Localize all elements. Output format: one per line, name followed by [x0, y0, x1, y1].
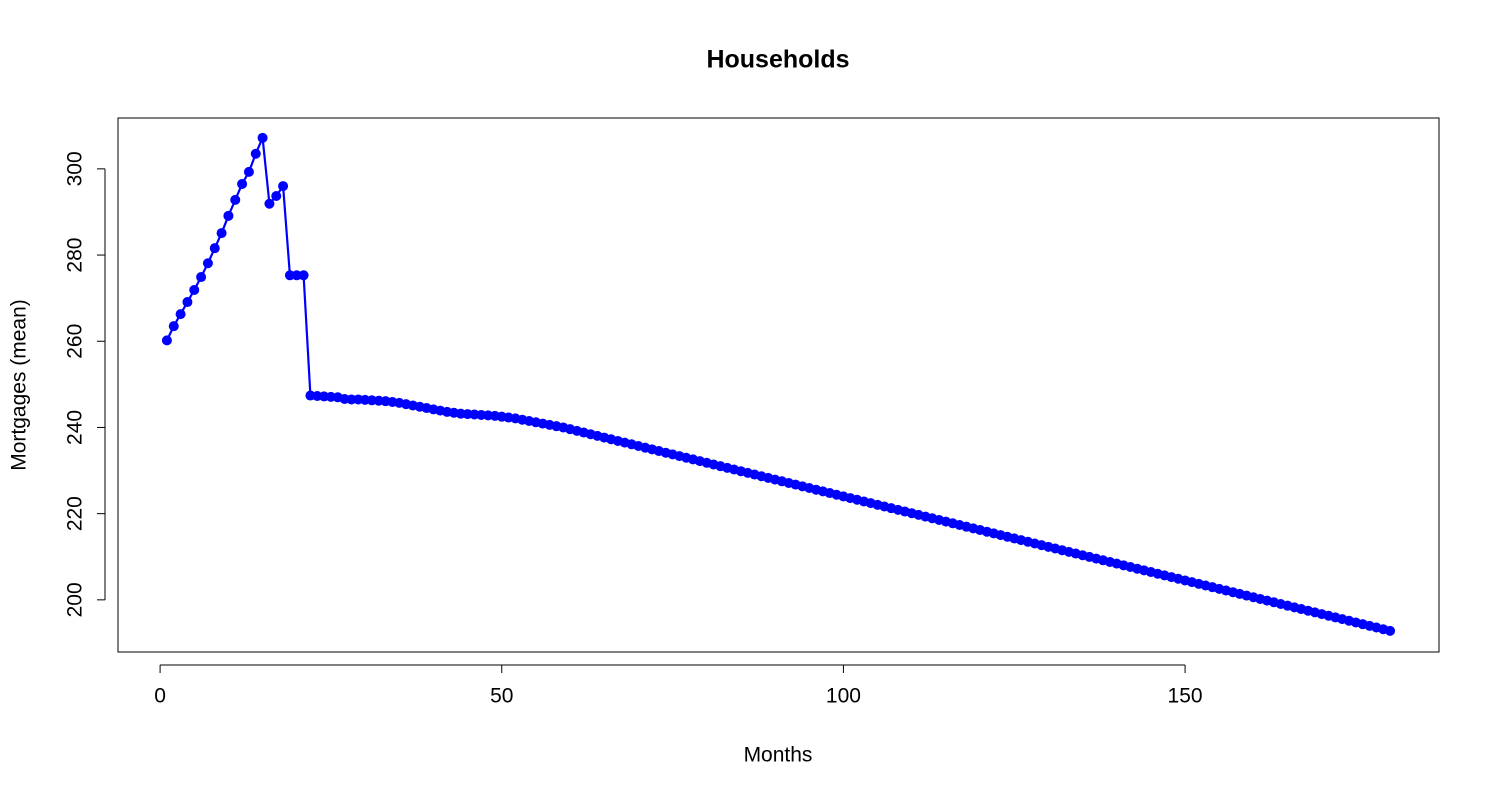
- data-point: [271, 191, 282, 202]
- data-point: [291, 270, 302, 281]
- y-tick-label: 220: [64, 496, 87, 531]
- data-line: [165, 133, 1391, 632]
- data-point: [202, 258, 213, 269]
- data-point: [175, 309, 186, 320]
- data-point: [284, 270, 295, 281]
- data-point: [223, 210, 234, 221]
- data-point: [182, 297, 193, 308]
- x-tick-label: 0: [154, 685, 166, 708]
- y-tick-label: 240: [64, 410, 87, 445]
- data-point: [168, 321, 179, 332]
- data-point: [346, 394, 357, 405]
- chart-title: Households: [706, 46, 849, 74]
- data-point: [298, 270, 309, 281]
- data-point: [230, 194, 241, 205]
- data-point: [257, 132, 268, 143]
- data-point: [250, 148, 261, 159]
- data-point: [1385, 625, 1396, 636]
- data-point: [264, 198, 275, 209]
- data-point: [216, 228, 227, 239]
- y-axis-label: Mortgages (mean): [8, 299, 31, 471]
- data-point: [278, 181, 289, 192]
- x-axis-label: Months: [744, 744, 813, 767]
- y-tick-label: 280: [64, 238, 87, 273]
- data-point: [196, 272, 207, 283]
- data-point: [161, 335, 172, 346]
- plot-box: [117, 117, 1440, 653]
- y-tick-label: 300: [64, 151, 87, 186]
- data-point: [189, 284, 200, 295]
- x-tick-label: 50: [490, 685, 513, 708]
- data-point: [243, 166, 254, 177]
- data-point: [209, 243, 220, 254]
- x-tick-label: 150: [1168, 685, 1203, 708]
- data-point: [237, 178, 248, 189]
- y-tick-label: 200: [64, 582, 87, 617]
- x-tick-label: 100: [826, 685, 861, 708]
- y-tick-label: 260: [64, 324, 87, 359]
